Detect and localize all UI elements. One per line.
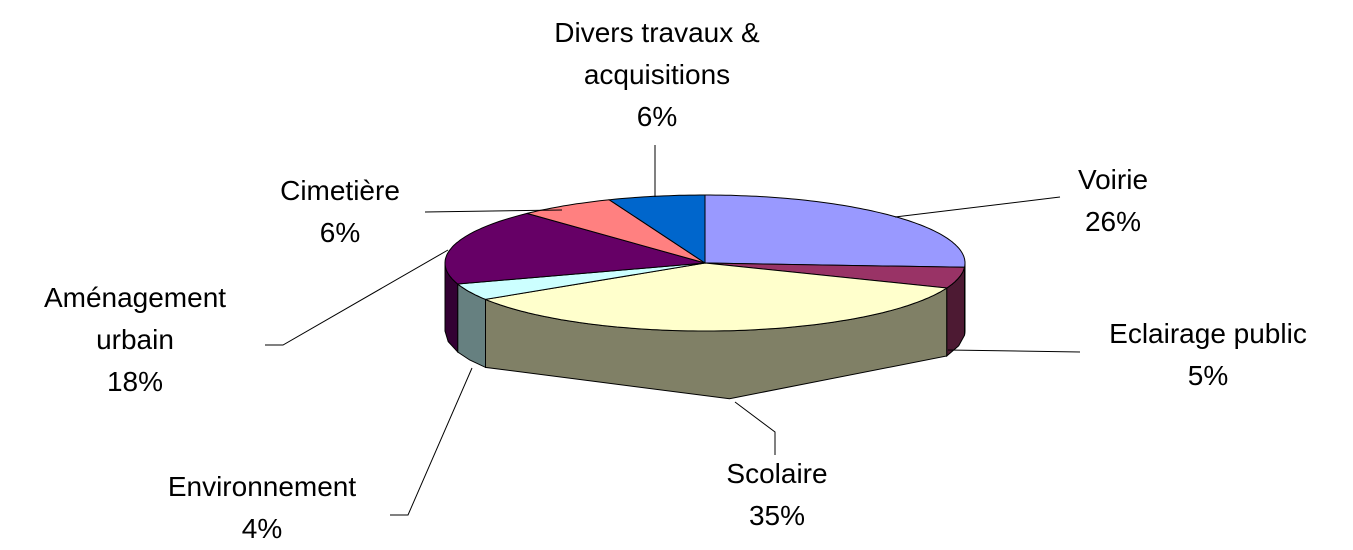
value-label: 18% xyxy=(106,366,164,397)
slice xyxy=(444,212,706,285)
slice xyxy=(483,262,949,332)
pie-sides xyxy=(444,262,966,400)
leader-line xyxy=(424,209,563,213)
category-label: Aménagement urbain xyxy=(43,282,227,355)
slice-label: Divers travaux & acquisitions 6% xyxy=(537,12,777,138)
category-label: Voirie xyxy=(1077,164,1149,195)
slice-label: Environnement 4% xyxy=(112,466,412,550)
value-label: 6% xyxy=(636,101,678,132)
slice-label: Eclairage public 5% xyxy=(1058,313,1353,397)
leader-line xyxy=(947,349,1081,353)
slice-label: Scolaire 35% xyxy=(677,453,877,537)
slice xyxy=(526,199,706,264)
category-label: Scolaire xyxy=(726,458,828,489)
slice-label: Cimetière 6% xyxy=(240,170,440,254)
slice-label: Voirie 26% xyxy=(1013,159,1213,243)
leader-line xyxy=(390,367,473,516)
slice xyxy=(704,194,966,268)
slice xyxy=(456,262,706,300)
category-label: Divers travaux & acquisitions xyxy=(554,17,760,90)
category-label: Environnement xyxy=(167,471,357,502)
category-label: Cimetière xyxy=(280,175,400,206)
slice xyxy=(607,194,706,264)
leader-line xyxy=(894,196,1061,218)
leader-line xyxy=(734,401,776,455)
value-label: 26% xyxy=(1084,206,1142,237)
value-label: 4% xyxy=(241,513,283,544)
slice-label: Aménagement urbain 18% xyxy=(10,277,260,403)
leader-line xyxy=(265,249,449,346)
value-label: 35% xyxy=(748,500,806,531)
pie-tops xyxy=(444,194,966,332)
category-label: Eclairage public xyxy=(1109,318,1307,349)
value-label: 6% xyxy=(319,217,361,248)
value-label: 5% xyxy=(1187,360,1229,391)
